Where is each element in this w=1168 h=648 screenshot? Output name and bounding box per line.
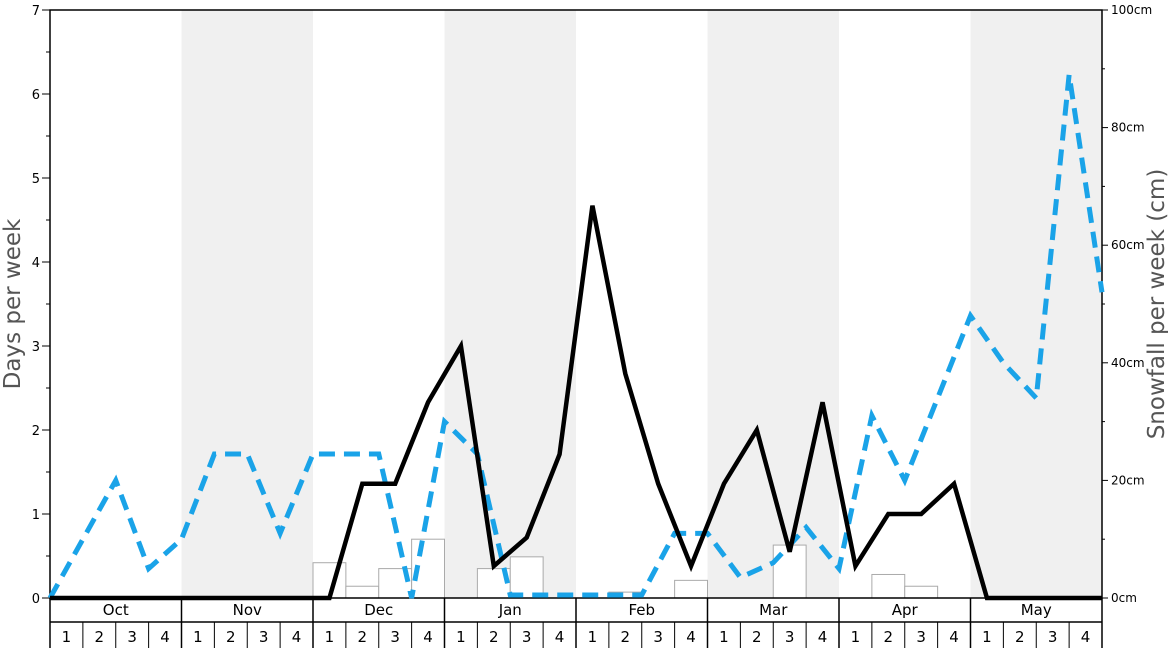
right-axis: 0cm 20cm 40cm 60cm 80cm 100cm (1102, 3, 1152, 605)
snowfall-bar (871, 573, 906, 599)
left-tick-label: 3 (32, 340, 40, 355)
month-label-jan: Jan (498, 601, 522, 619)
month-axis: Oct 1 2 3 4 Nov 1 2 3 4 Dec 1 2 3 4 Jan 1 2 3 4 Feb 1 2 3 4 Mar 1 2… (49, 598, 1103, 648)
right-tick-label: 100cm (1111, 3, 1152, 17)
month-shade-jan (444, 10, 576, 598)
week-label: 1 (325, 628, 335, 646)
week-label: 4 (686, 628, 696, 646)
week-label: 1 (588, 628, 598, 646)
y-right-title: Snowfall per week (cm) (1144, 169, 1168, 440)
week-label: 3 (522, 628, 532, 646)
week-label: 4 (292, 628, 302, 646)
month-shading (181, 10, 1102, 598)
snowfall-bar (674, 579, 708, 599)
y-left-title: Days per week (0, 218, 26, 389)
week-label: 4 (423, 628, 433, 646)
snowfall-bar (772, 544, 807, 599)
week-label: 2 (1015, 628, 1025, 646)
days-per-week-line (50, 205, 1102, 601)
week-label: 4 (949, 628, 959, 646)
week-label: 2 (226, 628, 236, 646)
week-label: 1 (851, 628, 861, 646)
week-label: 2 (884, 628, 894, 646)
month-label-apr: Apr (892, 601, 919, 619)
snowfall-bar (509, 556, 544, 599)
week-label: 2 (621, 628, 631, 646)
snowfall-bars (312, 538, 939, 599)
left-tick-label: 5 (32, 172, 40, 187)
week-label: 3 (916, 628, 926, 646)
week-label: 2 (358, 628, 368, 646)
week-label: 3 (1048, 628, 1058, 646)
right-tick-label: 0cm (1111, 591, 1137, 605)
month-shade-may (970, 10, 1102, 598)
week-label: 2 (95, 628, 105, 646)
week-label: 2 (752, 628, 762, 646)
month-label-dec: Dec (364, 601, 393, 619)
left-tick-label: 2 (32, 424, 40, 439)
month-label-may: May (1021, 601, 1052, 619)
left-tick-label: 4 (32, 256, 40, 271)
right-tick-label: 60cm (1111, 238, 1145, 252)
left-tick-label: 7 (32, 4, 40, 19)
month-shade-mar (707, 10, 839, 598)
snowfall-bar (345, 585, 380, 599)
week-label: 3 (785, 628, 795, 646)
right-tick-label: 20cm (1111, 473, 1145, 487)
week-label: 4 (818, 628, 828, 646)
snowfall-bar (904, 585, 939, 599)
week-label: 3 (127, 628, 137, 646)
week-label: 4 (160, 628, 170, 646)
week-label: 3 (390, 628, 400, 646)
right-tick-label: 80cm (1111, 121, 1145, 135)
week-label: 1 (456, 628, 466, 646)
week-label: 3 (653, 628, 663, 646)
week-label: 1 (719, 628, 729, 646)
snowfall-bar (411, 538, 445, 599)
left-tick-label: 6 (32, 88, 40, 103)
snowfall-dashed-line (47, 74, 1105, 600)
week-label: 3 (259, 628, 269, 646)
left-tick-label: 1 (32, 508, 40, 523)
week-label: 2 (489, 628, 499, 646)
left-axis: 0 1 2 3 4 5 6 7 (32, 4, 50, 607)
month-label-mar: Mar (759, 601, 788, 619)
week-label: 1 (193, 628, 203, 646)
week-label: 4 (555, 628, 565, 646)
week-label: 4 (1081, 628, 1091, 646)
right-tick-label: 40cm (1111, 356, 1145, 370)
week-label: 1 (62, 628, 72, 646)
left-tick-label: 0 (32, 592, 40, 607)
week-label: 1 (982, 628, 992, 646)
month-label-feb: Feb (628, 601, 655, 619)
month-label-oct: Oct (103, 601, 129, 619)
month-label-nov: Nov (233, 601, 262, 619)
month-shade-nov (181, 10, 313, 598)
